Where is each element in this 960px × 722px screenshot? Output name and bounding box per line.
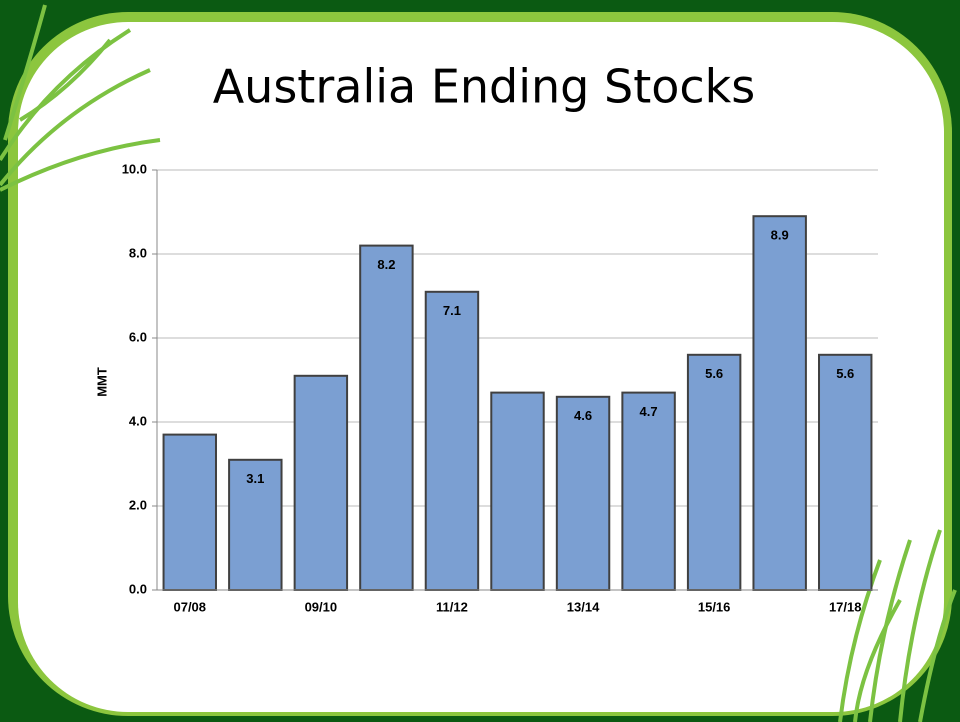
wheat-top-left [0,4,161,192]
bar [359,244,414,591]
value-label: 4.6 [574,408,592,423]
bar [162,433,217,591]
y-tick-label: 10.0 [122,161,147,176]
x-tick-label: 17/18 [829,599,862,614]
value-label: 3.1 [246,471,264,486]
value-label: 5.6 [705,366,723,381]
value-label: 8.9 [771,228,789,243]
x-tick-label: 09/10 [305,599,338,614]
y-tick-label: 0.0 [129,581,147,596]
bar [752,215,807,591]
y-tick-label: 2.0 [129,497,147,512]
bar [424,290,480,591]
x-tick-label: 11/12 [436,599,468,614]
bar [621,391,676,591]
bar [686,353,742,591]
y-tick-label: 6.0 [129,329,147,344]
bar [818,353,873,591]
bar [490,391,545,591]
y-axis-label: MMT [94,367,109,397]
y-tick-label: 4.0 [129,413,147,428]
value-label: 7.1 [443,303,461,318]
bar [555,395,611,591]
x-tick-label: 15/16 [698,599,731,614]
value-label: 5.6 [836,366,854,381]
wheat-bottom-right [838,529,957,722]
value-label: 4.7 [640,404,658,419]
y-tick-label: 8.0 [129,245,147,260]
chart-title: Australia Ending Stocks [213,60,756,114]
x-tick-label: 13/14 [567,599,600,614]
bar [293,374,349,591]
x-tick-label: 07/08 [173,599,206,614]
value-label: 8.2 [377,257,395,272]
